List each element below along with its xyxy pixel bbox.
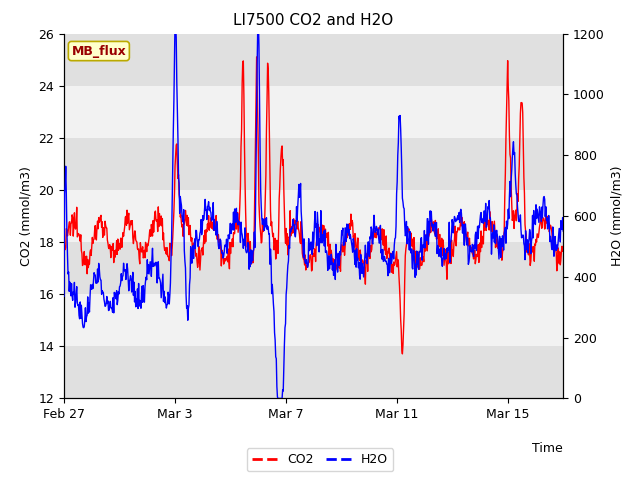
Bar [64, 242, 563, 294]
Bar [64, 34, 563, 86]
Legend: CO2, H2O: CO2, H2O [247, 448, 393, 471]
Bar [64, 86, 563, 138]
Bar [64, 190, 563, 242]
Bar [64, 346, 563, 398]
Bar [64, 294, 563, 346]
Y-axis label: H2O (mmol/m3): H2O (mmol/m3) [611, 166, 623, 266]
Text: MB_flux: MB_flux [72, 45, 126, 58]
Bar [64, 138, 563, 190]
Y-axis label: CO2 (mmol/m3): CO2 (mmol/m3) [20, 166, 33, 266]
Title: LI7500 CO2 and H2O: LI7500 CO2 and H2O [234, 13, 394, 28]
Text: Time: Time [532, 442, 563, 455]
